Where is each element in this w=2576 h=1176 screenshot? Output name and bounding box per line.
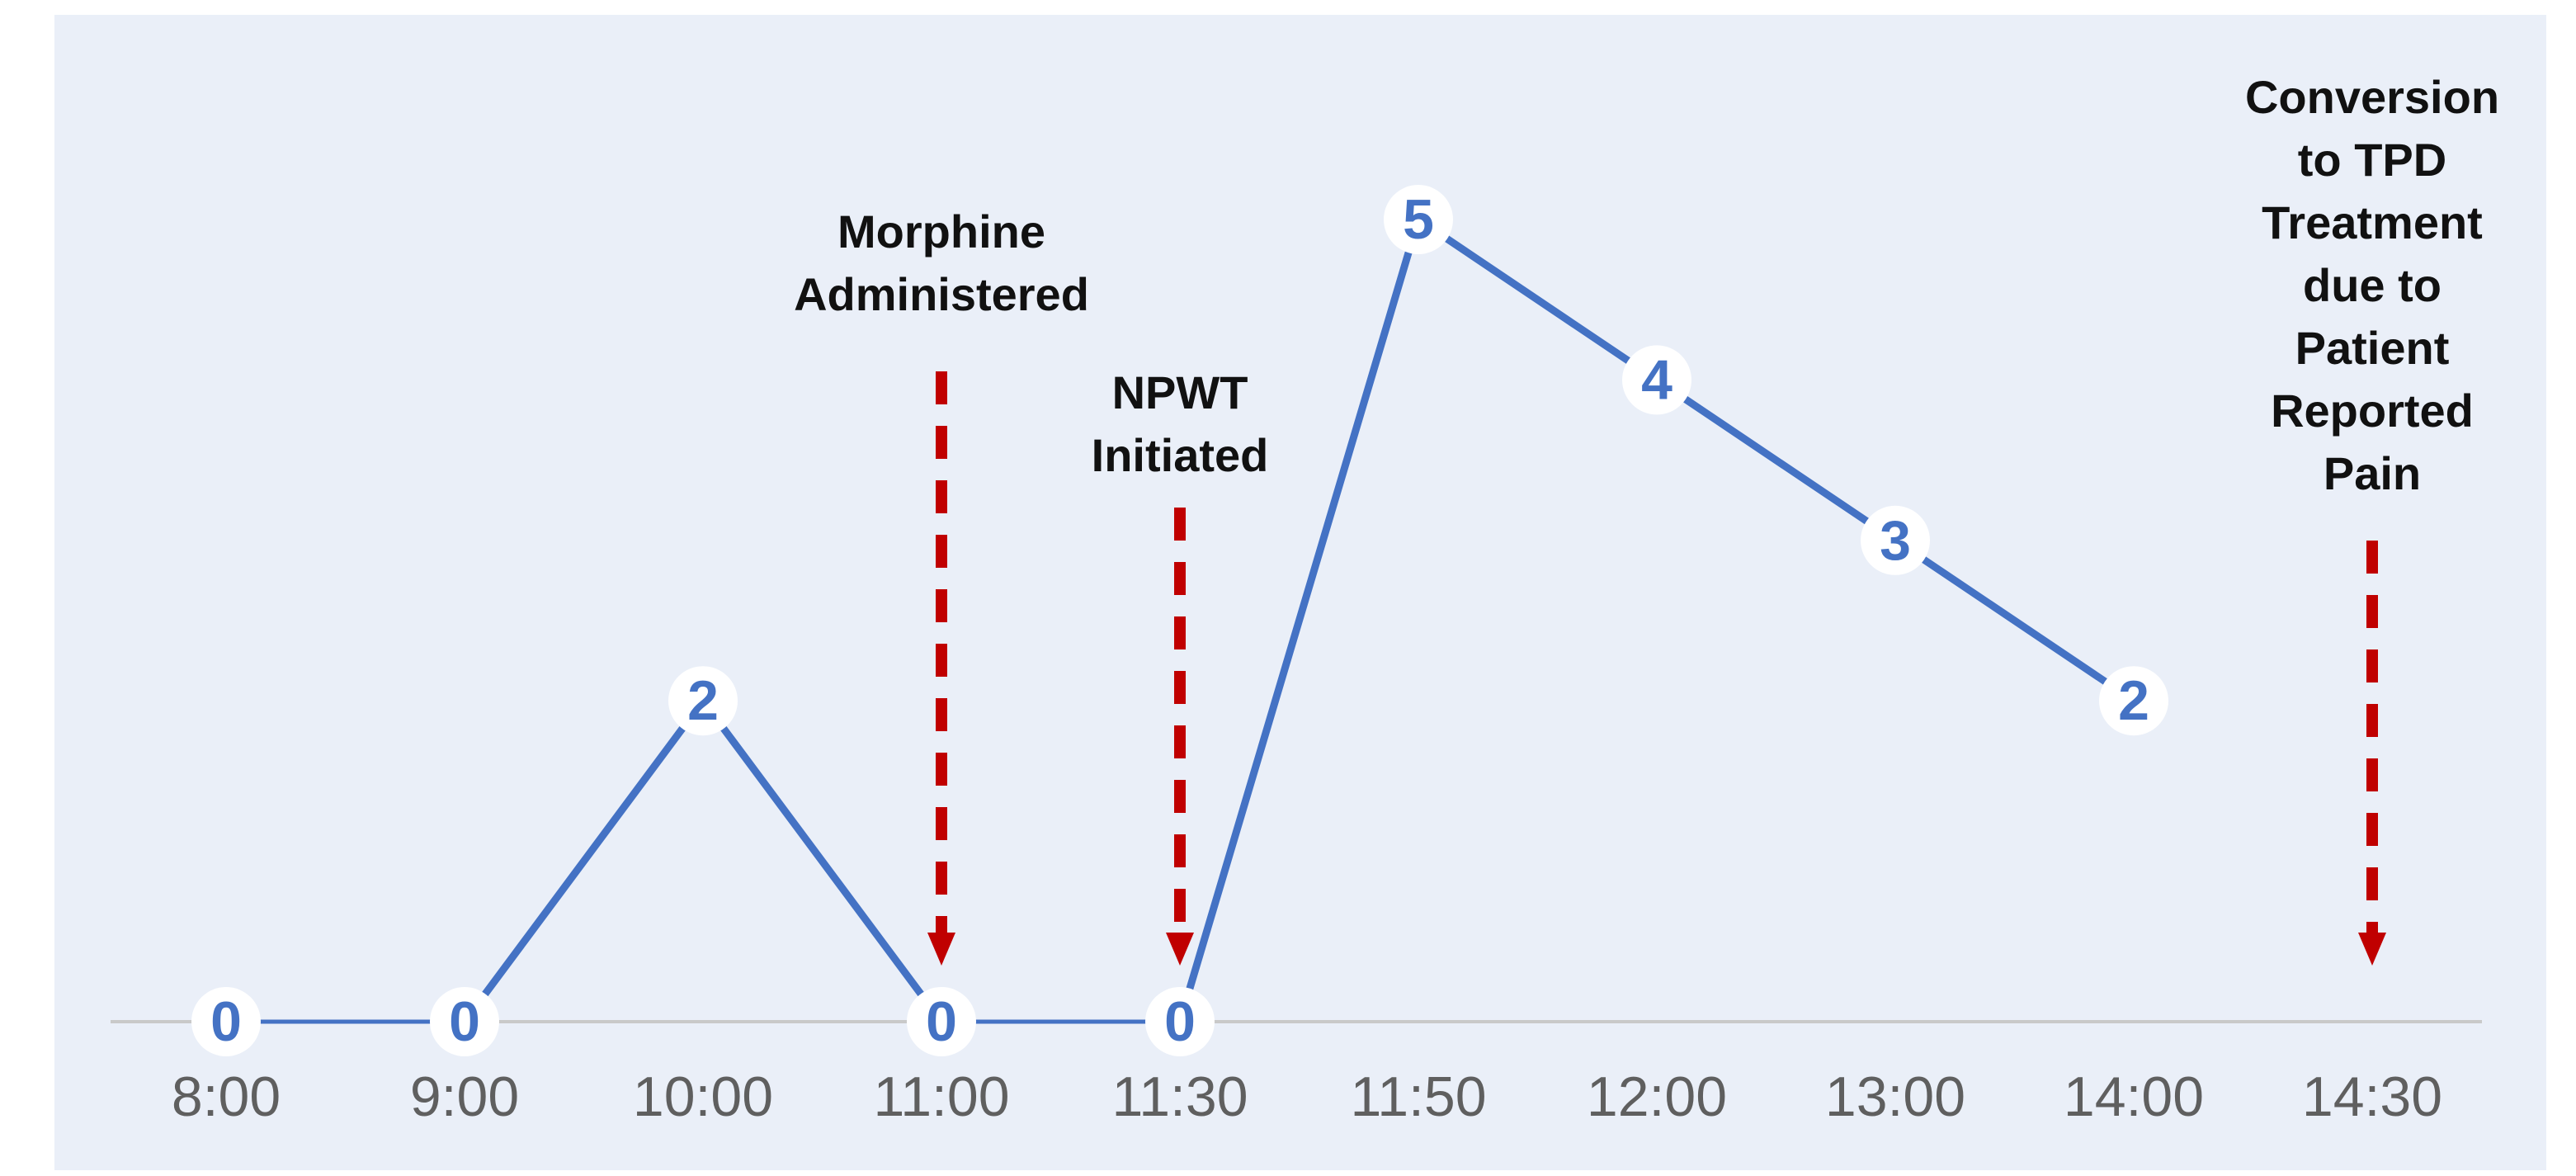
line-segment	[1414, 215, 1661, 384]
data-point-marker	[907, 987, 976, 1056]
data-point: 5	[1384, 185, 1453, 254]
data-label: 0	[926, 990, 957, 1053]
data-label: 5	[1403, 188, 1434, 251]
annotation-label-line: NPWT	[1112, 366, 1248, 418]
annotation-label: Conversion to TPD Treatment due to Patient Re…	[2245, 71, 2499, 499]
x-tick-label: 11:30	[1111, 1065, 1248, 1128]
annotation-label: NPWT Initiated	[1092, 366, 1269, 481]
data-label: 0	[210, 990, 242, 1053]
data-point: 0	[907, 987, 976, 1056]
x-tick-label: 9:00	[410, 1065, 519, 1128]
event-annotation: NPWT Initiated	[1092, 366, 1269, 966]
annotation-label-line: Treatment	[2262, 196, 2483, 248]
series-layer	[224, 215, 2138, 1026]
annotation-label-line: Patient	[2295, 322, 2450, 374]
data-point-marker	[668, 666, 738, 736]
x-tick-label: 12:00	[1587, 1065, 1727, 1128]
annotation-label-line: Conversion	[2245, 71, 2499, 123]
data-point-marker	[430, 987, 499, 1056]
annotation-label-line: Reported	[2271, 385, 2474, 437]
annotation-label-line: Pain	[2324, 447, 2421, 499]
annotation-label: Morphine Administered	[794, 205, 1089, 320]
line-segment	[460, 697, 707, 1026]
data-point-marker	[191, 987, 261, 1056]
annotation-label-line: Initiated	[1092, 429, 1269, 481]
data-label: 4	[1641, 348, 1673, 411]
annotation-label-line: due to	[2303, 259, 2442, 311]
annotation-label-line: to TPD	[2298, 134, 2446, 186]
annotation-arrow-head	[1166, 933, 1194, 966]
x-tick-label: 13:00	[1825, 1065, 1965, 1128]
data-label: 0	[449, 990, 480, 1053]
line-segment	[1176, 215, 1422, 1026]
line-segment	[1891, 536, 2138, 705]
data-point: 3	[1861, 505, 1930, 575]
annotation-label-line: Morphine	[837, 205, 1045, 257]
data-point: 0	[191, 987, 261, 1056]
event-annotation: Conversion to TPD Treatment due to Patient Re…	[2245, 71, 2499, 966]
x-tick-label: 14:00	[2064, 1065, 2204, 1128]
data-point-marker	[1384, 185, 1453, 254]
chart-background	[54, 15, 2546, 1170]
line-segment	[699, 697, 946, 1026]
annotation-label-line: Administered	[794, 268, 1089, 320]
x-tick-label: 8:00	[172, 1065, 281, 1128]
data-point-marker	[1622, 345, 1691, 415]
x-tick-label: 10:00	[633, 1065, 773, 1128]
data-point: 2	[2099, 666, 2168, 736]
line-segment	[1653, 375, 1899, 545]
data-point: 4	[1622, 345, 1691, 415]
event-annotation: Morphine Administered	[794, 205, 1089, 966]
x-tick-layer: 8:00 9:00 10:00 11:00 11:30 11:50 12:00 13:00 14…	[172, 1065, 2442, 1128]
data-label: 2	[2118, 669, 2149, 732]
annotation-arrow-head	[927, 933, 955, 966]
data-point-marker	[1861, 505, 1930, 575]
data-label: 0	[1164, 990, 1196, 1053]
data-point: 0	[1145, 987, 1215, 1056]
data-point-marker	[1145, 987, 1215, 1056]
data-point: 0	[430, 987, 499, 1056]
data-label: 2	[687, 669, 719, 732]
data-point: 2	[668, 666, 738, 736]
annotation-layer: Morphine Administered NPWT Initiated Convers…	[794, 71, 2499, 966]
x-tick-label: 14:30	[2302, 1065, 2442, 1128]
x-tick-label: 11:50	[1350, 1065, 1486, 1128]
data-point-marker	[2099, 666, 2168, 736]
annotation-arrow-head	[2358, 933, 2386, 966]
data-label: 3	[1880, 509, 1911, 572]
marker-layer: 0 0 2 0 0 5 4 3 2	[191, 185, 2168, 1056]
x-tick-label: 11:00	[873, 1065, 1009, 1128]
